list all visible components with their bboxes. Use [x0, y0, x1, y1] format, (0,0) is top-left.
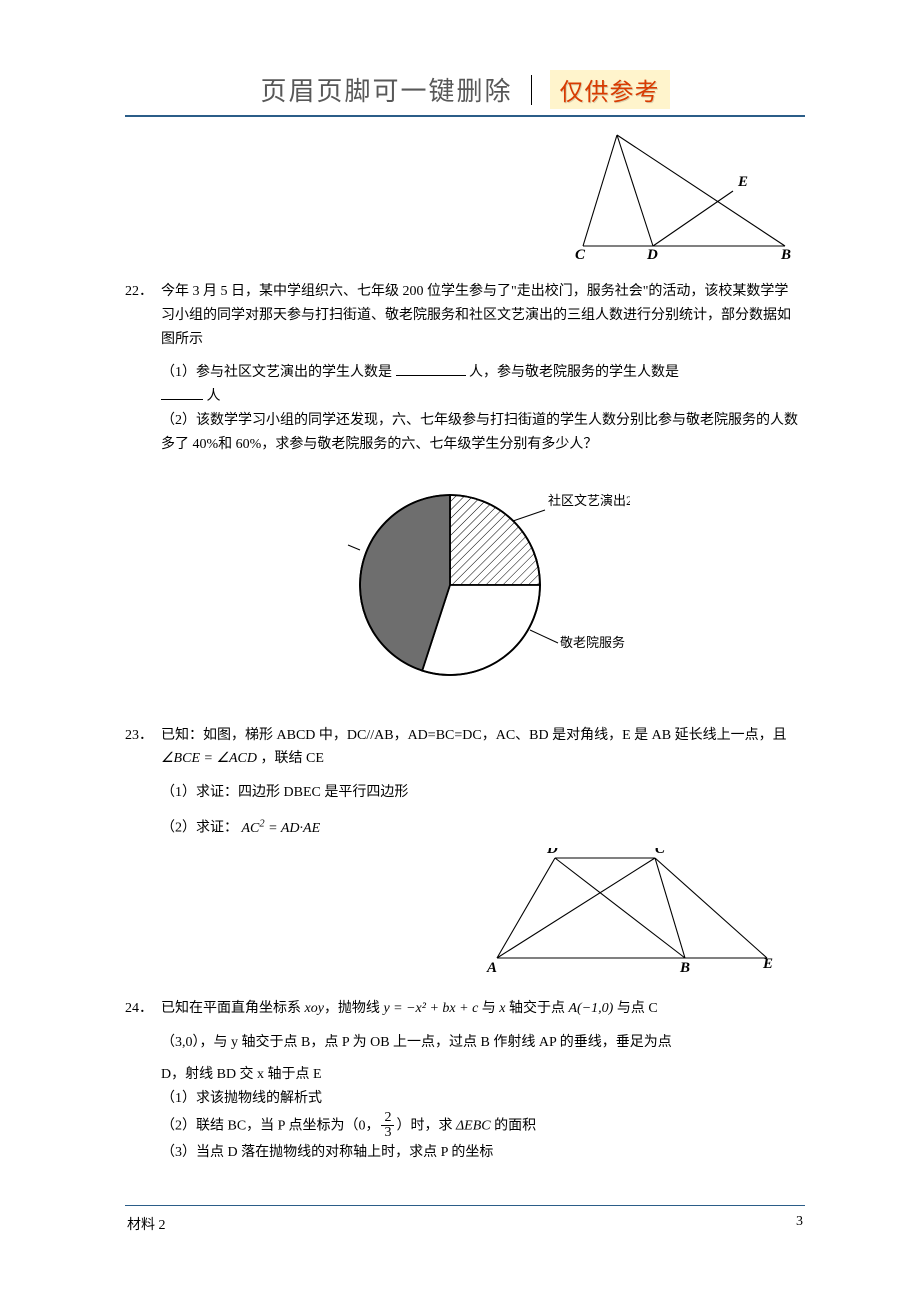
problem-24-sub3: （3）当点 D 落在抛物线的对称轴上时，求点 P 的坐标: [125, 1141, 805, 1165]
figure-triangle-wrap: A C D B E: [125, 131, 805, 266]
fraction-2-3: 23: [381, 1111, 394, 1141]
q23-eq-r2: AE: [303, 821, 320, 836]
q23-eq-r1: AD: [281, 821, 300, 836]
problem-24-line1: 已知在平面直角坐标系 xoy，抛物线 y = −x² + bx + c 与 x …: [161, 997, 801, 1021]
problem-22-sub1: （1）参与社区文艺演出的学生人数是 人，参与敬老院服务的学生人数是 人: [125, 361, 805, 409]
q24-s2-b: ）时，求: [396, 1118, 456, 1133]
page-header: 页眉页脚可一键删除 仅供参考: [125, 70, 805, 109]
frac-d: 3: [381, 1126, 394, 1141]
problem-22-number: 22．: [125, 280, 161, 304]
figure-pie-chart: 社区文艺演出25%敬老院服务打扫街道90人: [300, 465, 630, 705]
blank-2: [161, 385, 203, 400]
figure-trapezoid-wrap: D C A B E: [125, 848, 805, 983]
svg-text:E: E: [737, 174, 748, 190]
svg-text:B: B: [780, 247, 791, 261]
problem-23-sub1: （1）求证：四边形 DBEC 是平行四边形: [125, 781, 805, 805]
figure-trapezoid: D C A B E: [485, 848, 775, 978]
svg-text:D: D: [546, 848, 558, 857]
q23-eq-mid: =: [265, 821, 281, 836]
svg-text:D: D: [646, 247, 658, 261]
q24-l1-d: 轴交于点: [506, 1001, 569, 1016]
q24-A: A(−1,0): [569, 1001, 614, 1016]
header-rule: [125, 115, 805, 117]
q22-s1-a: （1）参与社区文艺演出的学生人数是: [161, 365, 392, 380]
q22-s1-c: 人: [207, 389, 221, 404]
q24-l1-e: 与点 C: [613, 1001, 657, 1016]
svg-text:E: E: [762, 956, 773, 972]
svg-text:C: C: [575, 247, 586, 261]
problem-23-number: 23．: [125, 724, 161, 748]
figure-pie-wrap: 社区文艺演出25%敬老院服务打扫街道90人: [125, 465, 805, 710]
footer-right: 3: [796, 1214, 803, 1234]
q24-s2-a: （2）联结 BC，当 P 点坐标为（0，: [161, 1118, 379, 1133]
problem-23-intro: 已知：如图，梯形 ABCD 中，DC//AB，AD=BC=DC，AC、BD 是对…: [161, 724, 801, 772]
q23-eq: AC2 = AD·AE: [242, 821, 321, 836]
problem-24-sub2: （2）联结 BC，当 P 点坐标为（0，23）时，求 ΔEBC 的面积: [125, 1111, 805, 1141]
q24-tri: ΔEBC: [456, 1118, 491, 1133]
problem-22-sub2: （2）该数学学习小组的同学还发现，六、七年级参与打扫街道的学生人数分别比参与敬老…: [125, 409, 805, 457]
header-left-text: 页眉页脚可一键删除: [260, 71, 512, 108]
problem-24-number: 24．: [125, 997, 161, 1021]
problem-24-line3: D，射线 BD 交 x 轴于点 E: [125, 1063, 805, 1087]
svg-text:A: A: [612, 131, 623, 133]
svg-text:敬老院服务: 敬老院服务: [560, 635, 625, 650]
q22-s1-b: 人，参与敬老院服务的学生人数是: [469, 365, 679, 380]
footer-rule: [125, 1205, 805, 1206]
page-footer: 材料 2 3: [125, 1214, 805, 1234]
footer-left: 材料 2: [127, 1214, 166, 1234]
problem-24-line2: （3,0），与 y 轴交于点 B，点 P 为 OB 上一点，过点 B 作射线 A…: [125, 1031, 805, 1055]
problem-23-sub2: （2）求证： AC2 = AD·AE: [125, 815, 805, 840]
problem-23: 23．已知：如图，梯形 ABCD 中，DC//AB，AD=BC=DC，AC、BD…: [125, 724, 805, 772]
q24-s2-c: 的面积: [491, 1118, 537, 1133]
q24-l1-a: 已知在平面直角坐标系: [161, 1001, 305, 1016]
q24-l1-c: 与: [478, 1001, 499, 1016]
header-badge: 仅供参考: [550, 70, 670, 109]
frac-n: 2: [381, 1111, 394, 1127]
q24-xoy: xoy: [305, 1001, 324, 1016]
problem-22-para1: 今年 3 月 5 日，某中学组织六、七年级 200 位学生参与了"走出校门，服务…: [161, 280, 801, 351]
q23-intro-b: ，联结 CE: [261, 751, 324, 766]
figure-triangle: A C D B E: [575, 131, 795, 261]
svg-text:C: C: [655, 848, 666, 857]
header-divider: [531, 75, 532, 105]
q23-intro-a: 已知：如图，梯形 ABCD 中，DC//AB，AD=BC=DC，AC、BD 是对…: [161, 728, 787, 743]
problem-24-sub1: （1）求该抛物线的解析式: [125, 1087, 805, 1111]
q24-eq: y = −x² + bx + c: [383, 1001, 478, 1016]
q24-l1-b: ，抛物线: [324, 1001, 384, 1016]
svg-text:B: B: [679, 960, 690, 976]
q23-eq-lhs: AC: [242, 821, 260, 836]
problem-24: 24．已知在平面直角坐标系 xoy，抛物线 y = −x² + bx + c 与…: [125, 997, 805, 1021]
blank-1: [396, 361, 466, 376]
q23-s2-pre: （2）求证：: [161, 821, 238, 836]
svg-text:社区文艺演出25%: 社区文艺演出25%: [548, 493, 630, 508]
page: 页眉页脚可一键删除 仅供参考 ACDBE 22．今年 3 月 5 日，某中学组织…: [0, 0, 920, 1274]
svg-text:A: A: [486, 960, 497, 976]
problem-22: 22．今年 3 月 5 日，某中学组织六、七年级 200 位学生参与了"走出校门…: [125, 280, 805, 351]
q23-angle-eq: ∠BCE = ∠ACD: [161, 751, 257, 766]
